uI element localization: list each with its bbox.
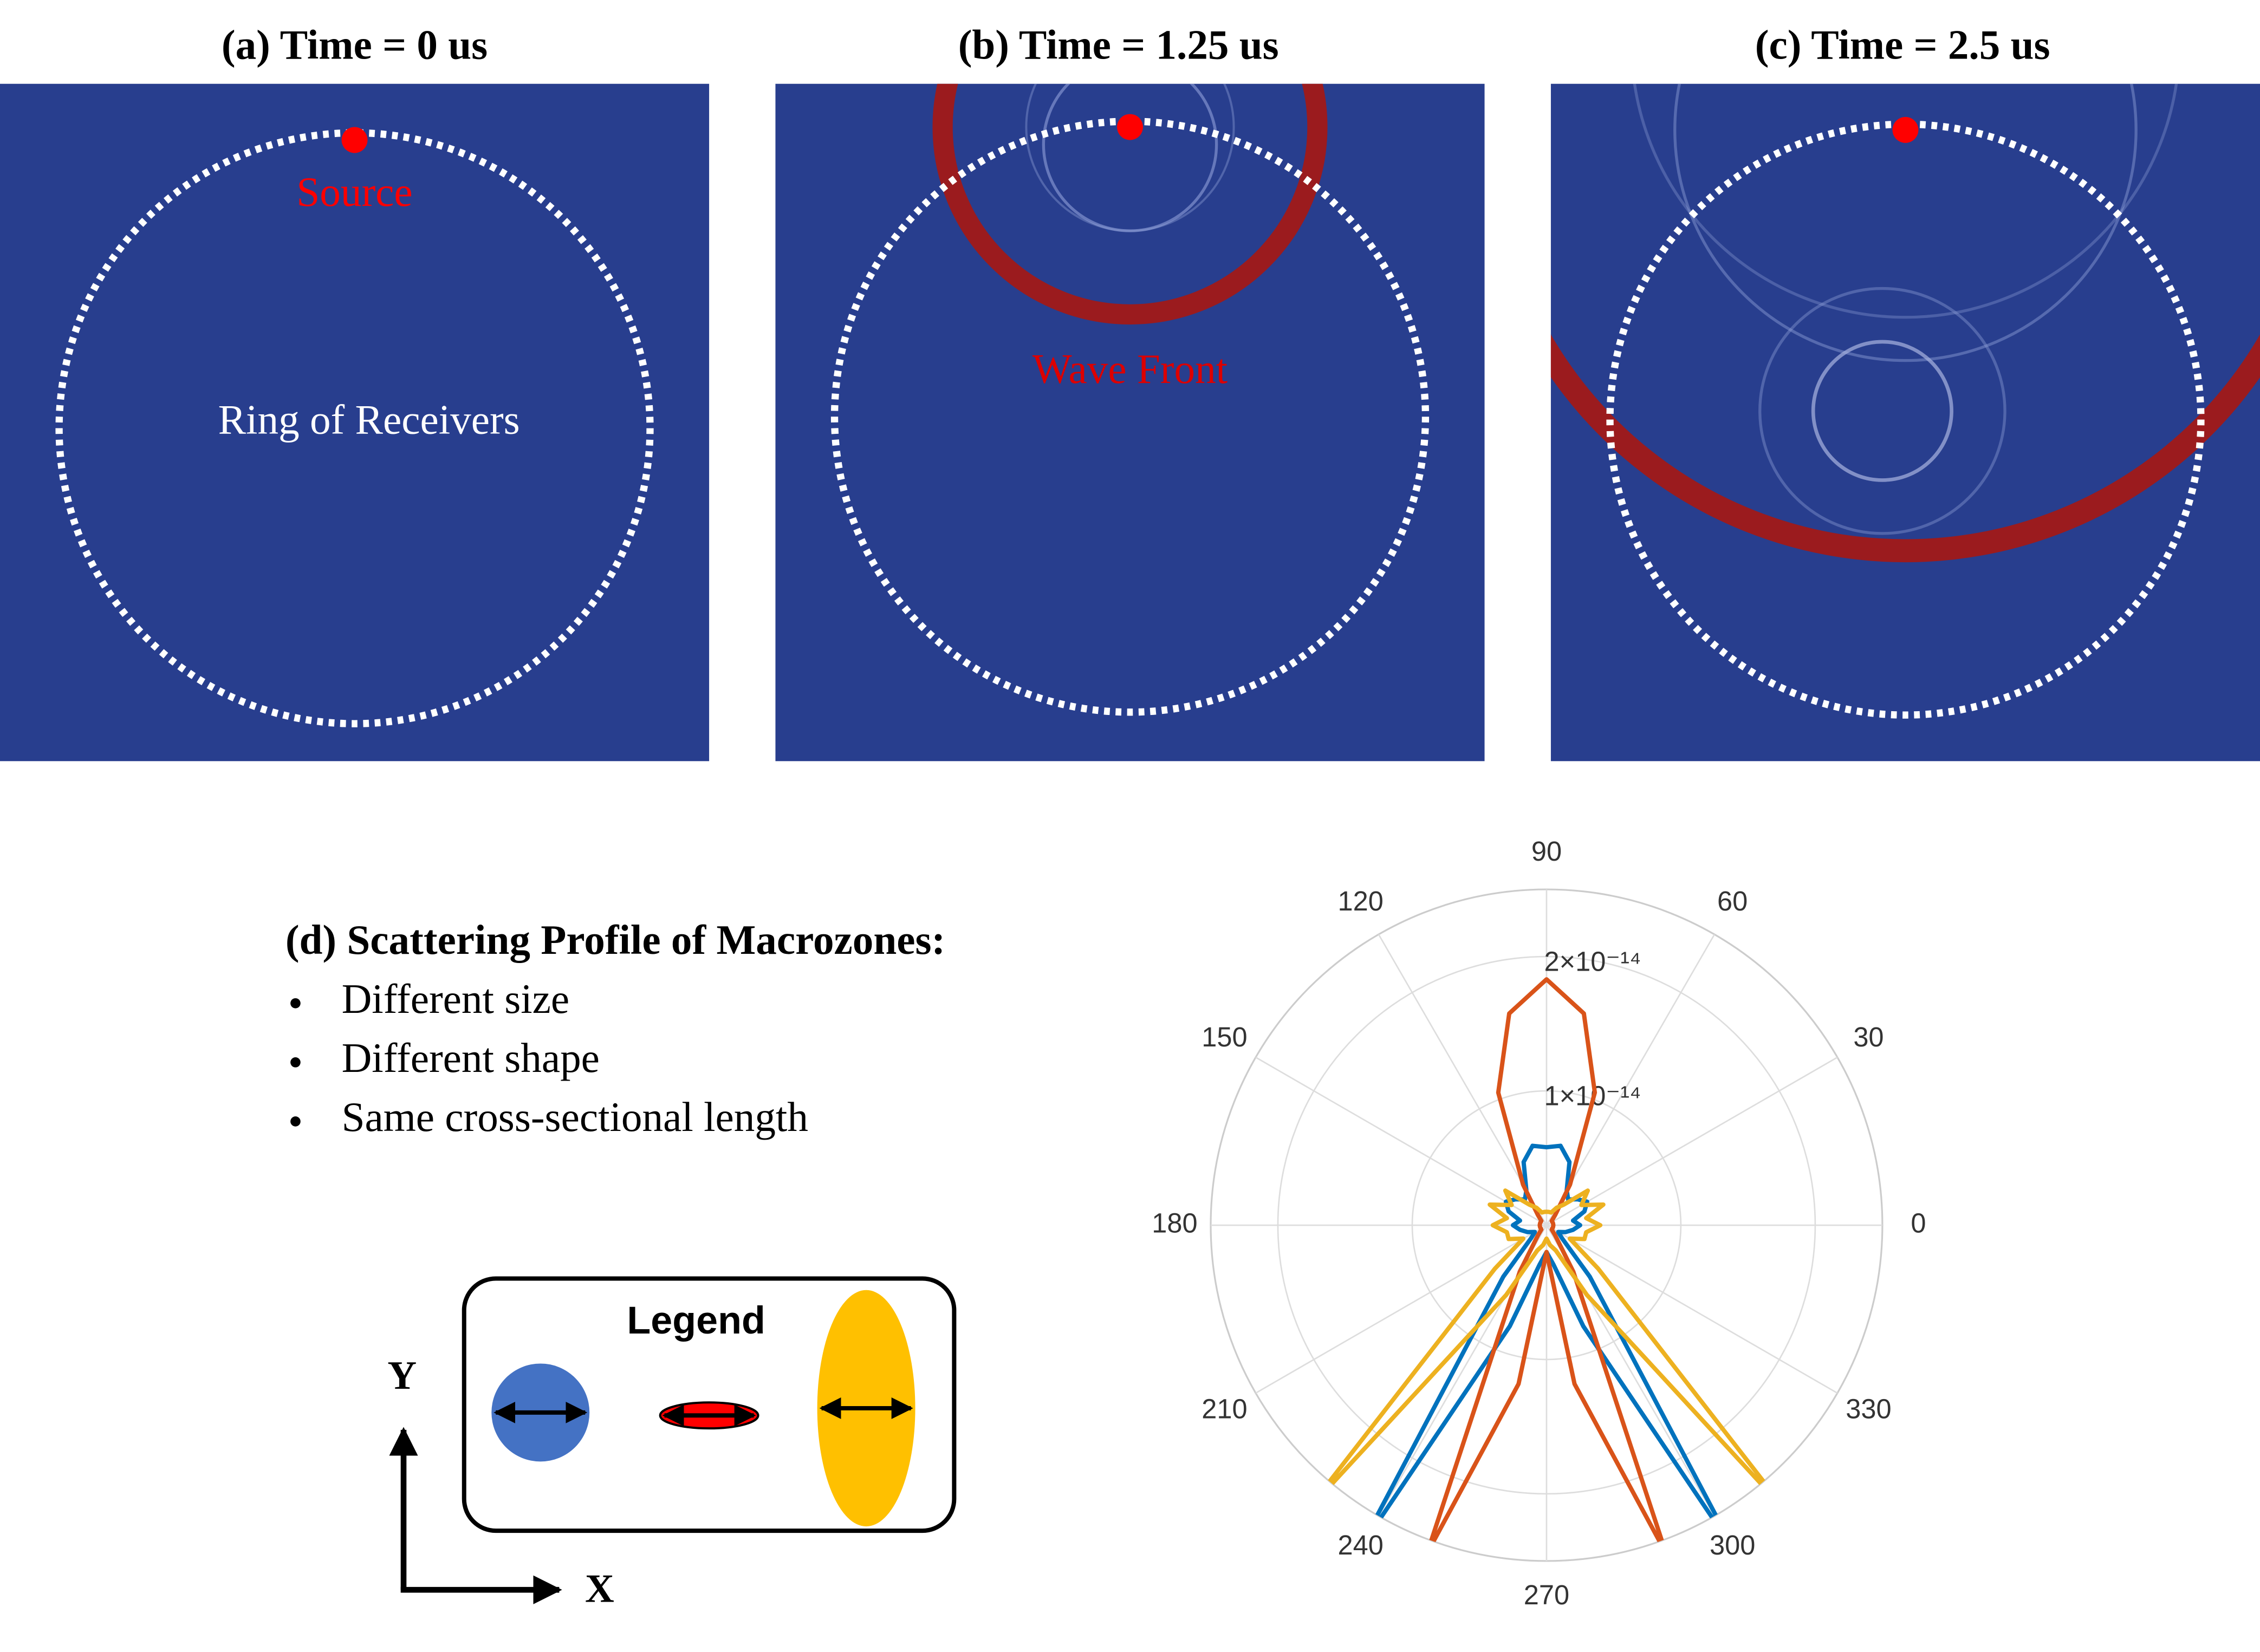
series-curve (1302, 1188, 1791, 1516)
scatter-ring (1042, 83, 1218, 232)
x-label: X (585, 1567, 614, 1611)
source-dot (341, 127, 368, 153)
scatter-ring (1758, 287, 2006, 535)
angle-tick-label: 240 (1338, 1530, 1384, 1560)
description-title: (d) Scattering Profile of Macrozones: (285, 916, 945, 963)
angle-tick-label: 330 (1846, 1394, 1891, 1425)
annotation: Source (296, 168, 412, 215)
angle-tick-label: 270 (1524, 1579, 1569, 1610)
angle-tick-label: 0 (1911, 1207, 1926, 1238)
angle-grid-line (1545, 934, 1716, 1226)
scatter-ring (1633, 83, 2178, 319)
bullet-dot (290, 998, 301, 1009)
panel-title: (a) Time = 0 us (222, 22, 488, 68)
angle-tick-label: 180 (1152, 1207, 1197, 1238)
radial-grid-circle (1411, 1090, 1682, 1361)
panel-a: (a) Time = 0 us Source Ring of Receivers (0, 22, 710, 762)
angle-tick-label: 120 (1338, 886, 1384, 916)
bullet-dot (290, 1116, 301, 1127)
bullet-text: Different shape (342, 1035, 600, 1081)
angle-tick-label: 30 (1853, 1022, 1884, 1052)
panel-c: (c) Time = 2.5 us (1550, 22, 2260, 762)
angle-grid-line (1546, 1224, 1838, 1394)
y-label: Y (387, 1354, 417, 1398)
angle-tick-label: 150 (1202, 1022, 1247, 1052)
panel-title: (b) Time = 1.25 us (958, 22, 1279, 68)
bullet-list: Different size Different shape Same cross-… (290, 975, 808, 1140)
scatter-ring (1811, 340, 1953, 482)
receiver-ring (55, 129, 654, 727)
wave-front (932, 83, 1328, 324)
field (775, 83, 1485, 762)
angle-grid-line (1255, 1056, 1547, 1226)
angle-tick-label: 210 (1202, 1394, 1247, 1425)
series-curve (1425, 977, 1668, 1556)
legend-title: Legend (627, 1299, 765, 1342)
bullet-text: Different size (342, 975, 570, 1022)
source-dot (1892, 116, 1919, 143)
angle-grid-line (1255, 1224, 1547, 1394)
legend-box: Legend Y X (387, 1276, 957, 1611)
angle-tick-label: 60 (1717, 886, 1748, 916)
wave-front (1550, 334, 2260, 562)
receiver-ring (830, 118, 1430, 716)
angle-tick-label: 300 (1710, 1530, 1755, 1560)
radial-grid-circle (1277, 955, 1816, 1495)
annotation: Ring of Receivers (218, 396, 520, 443)
radial-tick-label: 2×10⁻¹⁴ (1544, 946, 1641, 977)
field (0, 83, 710, 762)
scatter-ring (1025, 83, 1235, 232)
panel-title: (c) Time = 2.5 us (1755, 22, 2050, 68)
angle-grid-line (1546, 1056, 1838, 1226)
field (1550, 83, 2260, 762)
polar-chart: 03060901201501802102402703003301×10⁻¹⁴2×… (1152, 836, 1926, 1610)
scatter-ring (1673, 83, 2138, 362)
annotation: Wave Front (1032, 346, 1228, 392)
angle-grid-line (1378, 934, 1548, 1226)
receiver-ring (1606, 120, 2205, 719)
bullet-dot (290, 1057, 301, 1068)
source-dot (1117, 114, 1143, 140)
panel-b: (b) Time = 1.25 us Wave Front (775, 22, 1485, 762)
bullet-text: Same cross-sectional length (342, 1094, 808, 1140)
angle-tick-label: 90 (1531, 836, 1562, 867)
